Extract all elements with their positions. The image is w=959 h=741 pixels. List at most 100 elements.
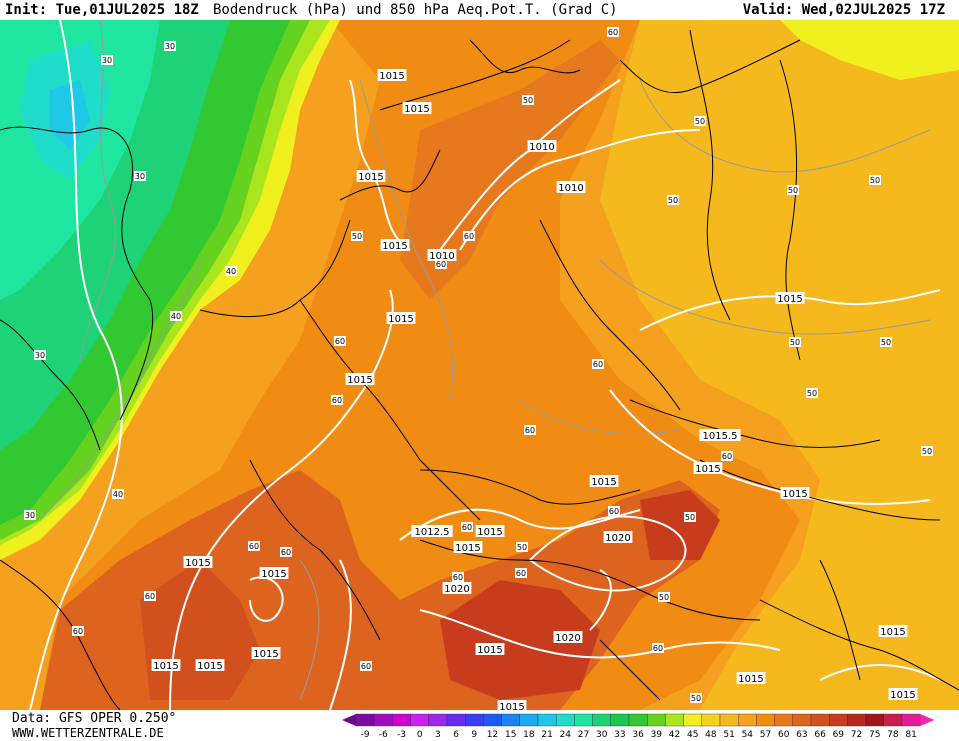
isobar-label: 1015 (251, 647, 281, 660)
isobar-label: 1015 (402, 102, 432, 115)
theta-label: 40 (112, 489, 124, 499)
svg-text:60: 60 (722, 452, 732, 461)
theta-label: 40 (170, 311, 182, 321)
isobar-label: 1015.5 (699, 429, 741, 442)
isobar-label: 1020 (603, 531, 633, 544)
theta-label: 50 (690, 693, 702, 703)
svg-text:50: 50 (790, 338, 800, 347)
legend-label: 57 (760, 730, 771, 740)
legend-swatch (883, 713, 903, 727)
isobar-lines (29, 20, 941, 710)
svg-text:1015: 1015 (253, 649, 278, 660)
legend-label: 36 (632, 730, 644, 740)
legend-label: 54 (742, 730, 754, 740)
theta-label: 50 (684, 512, 696, 522)
legend-label: 18 (523, 730, 535, 740)
theta-label: 50 (789, 337, 801, 347)
theta-label: 60 (463, 231, 475, 241)
svg-text:60: 60 (525, 426, 535, 435)
svg-text:1020: 1020 (605, 533, 630, 544)
legend-label: 39 (651, 730, 663, 740)
isobar-label: 1015 (380, 239, 410, 252)
isobar-label: 1015 (878, 625, 908, 638)
svg-text:1010: 1010 (558, 183, 583, 194)
svg-text:1015: 1015 (388, 314, 413, 325)
svg-text:50: 50 (659, 593, 669, 602)
theta-label: 60 (334, 336, 346, 346)
svg-text:1015: 1015 (347, 375, 372, 386)
legend-label: 0 (417, 730, 423, 740)
isobar-label: 1015 (589, 475, 619, 488)
svg-text:30: 30 (102, 56, 112, 65)
svg-text:50: 50 (870, 176, 880, 185)
svg-text:40: 40 (171, 312, 181, 321)
legend-swatch (446, 713, 466, 727)
legend-swatch (592, 713, 612, 727)
legend-swatch (501, 713, 521, 727)
theta-labels: 30 30 30 30 40 40 30 40 50 60 60 50 60 60 60 50 50 50 50 50… (24, 27, 933, 703)
svg-text:1015: 1015 (358, 172, 383, 183)
legend-swatch (392, 713, 411, 727)
theta-label: 60 (72, 626, 84, 636)
legend-label: 63 (796, 730, 807, 740)
legend-label: 72 (851, 730, 862, 740)
svg-text:1020: 1020 (555, 633, 580, 644)
theta-label: 50 (787, 185, 799, 195)
svg-text:60: 60 (453, 573, 463, 582)
svg-text:50: 50 (788, 186, 798, 195)
theta-label: 40 (225, 266, 237, 276)
theta-label: 50 (516, 542, 528, 552)
legend-swatch (683, 713, 703, 727)
legend-label: 30 (596, 730, 608, 740)
theta-label: 60 (515, 568, 527, 578)
theta-field-69b (640, 490, 720, 560)
isobar-label: 1015 (377, 69, 407, 82)
legend-label: 9 (471, 730, 477, 740)
isobar-label: 1015 (356, 170, 386, 183)
map-title: Bodendruck (hPa) und 850 hPa Aeq.Pot.T. … (213, 2, 618, 18)
website-link[interactable]: WWW.WETTERZENTRALE.DE (12, 726, 164, 740)
legend-swatch (428, 713, 448, 727)
svg-text:40: 40 (113, 490, 123, 499)
theta-label: 30 (34, 350, 46, 360)
theta-label: 60 (524, 425, 536, 435)
theta-label: 50 (522, 95, 534, 105)
legend-swatch (464, 713, 484, 727)
legend-arrow-right (920, 714, 935, 726)
svg-text:60: 60 (249, 542, 259, 551)
svg-text:50: 50 (668, 196, 678, 205)
svg-text:60: 60 (609, 507, 619, 516)
init-time: Init: Tue,01JUL2025 18Z (5, 2, 199, 18)
theta-field-48 (780, 20, 959, 80)
theta-label: 50 (351, 231, 363, 241)
svg-text:1015: 1015 (880, 627, 905, 638)
legend-swatch (719, 713, 739, 727)
svg-text:50: 50 (922, 447, 932, 456)
coastlines-borders (0, 29, 959, 710)
legend-swatch (519, 713, 539, 727)
theta-label: 50 (921, 446, 933, 456)
svg-text:50: 50 (695, 117, 705, 126)
theta-label: 60 (607, 27, 619, 37)
legend-label: 6 (453, 730, 459, 740)
svg-text:1015: 1015 (738, 674, 763, 685)
legend-label: 42 (669, 730, 680, 740)
legend-labels: -9 -6 -3 0 3 6 9 12 15 18 21 24 27 30 33 36 39 42 45 48 51 54… (361, 730, 917, 740)
svg-text:1015: 1015 (261, 569, 286, 580)
isobar-label: 1015 (475, 525, 505, 538)
theta-label: 60 (360, 661, 372, 671)
svg-text:1015.5: 1015.5 (703, 431, 738, 442)
legend-label: 60 (778, 730, 790, 740)
legend-swatch (701, 713, 721, 727)
isobar-label: 1015 (780, 487, 810, 500)
legend-label: 24 (560, 730, 572, 740)
svg-text:60: 60 (281, 548, 291, 557)
svg-text:1015: 1015 (499, 702, 524, 710)
theta-label: 60 (652, 643, 664, 653)
valid-time: Valid: Wed,02JUL2025 17Z (742, 2, 945, 18)
isobar-label: 1015 (345, 373, 375, 386)
theta-label: 60 (461, 522, 473, 532)
svg-text:30: 30 (135, 172, 145, 181)
legend-label: 15 (505, 730, 516, 740)
isobar-label: 1015 (195, 659, 225, 672)
